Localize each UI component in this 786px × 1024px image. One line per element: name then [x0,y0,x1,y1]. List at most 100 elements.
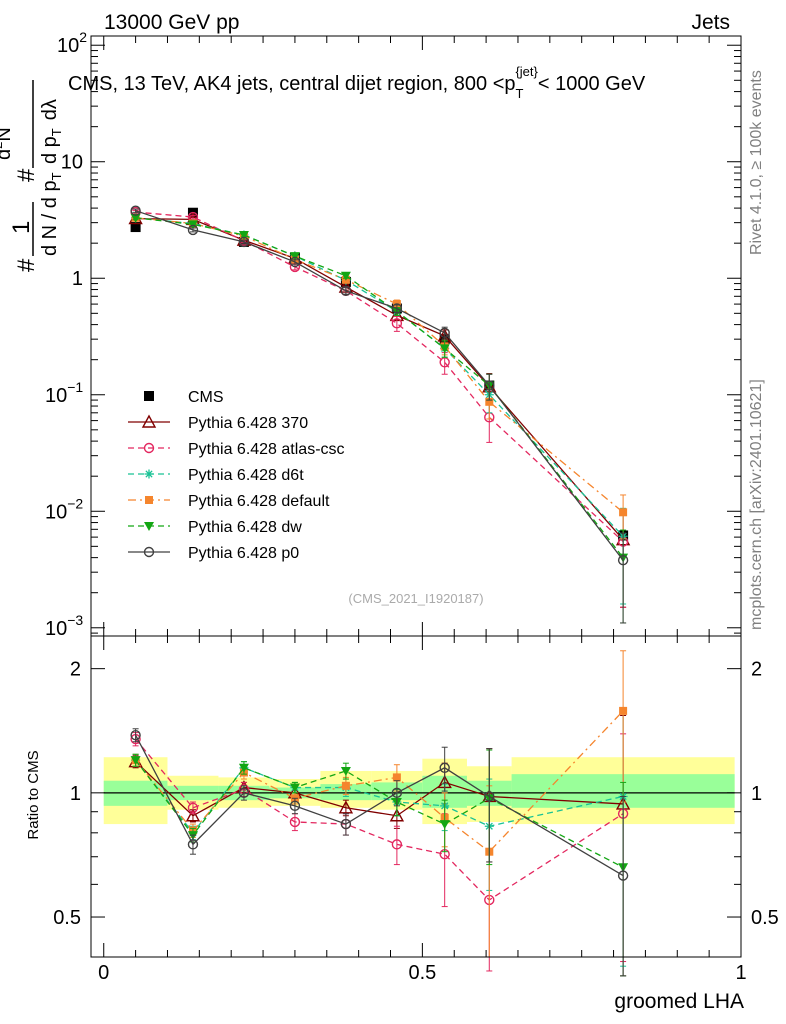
legend-marker-p0 [143,546,155,558]
legend-label: Pythia 6.428 dw [188,519,302,536]
ylabel-frac2-den: d pTdλ [39,99,64,164]
point-atlas [391,318,403,329]
y-tick-label: 10−1 [45,379,83,407]
series-line-d6t [135,217,624,537]
ratio-frame [90,635,742,958]
x-tick-label: 0.5 [408,962,436,984]
plot-title: CMS, 13 TeV, AK4 jets, central dijet reg… [68,64,646,101]
point-CMS [130,222,141,233]
ratio-point-dw [289,783,300,793]
ylabel-frac1-num: 1 [8,221,35,234]
ratio-point-p0 [391,787,403,799]
x-tick-label: 0 [98,962,109,984]
legend-marker-d6t [144,469,154,479]
legend: CMS Pythia 6.428 370 Pythia 6.428 atlas-cs… [128,389,345,562]
series-p0 [130,205,629,624]
ratio-point-p0 [289,800,301,812]
ratio-series-d6t [131,710,628,967]
ratio-point-p0 [340,818,352,830]
point-p0 [130,205,141,216]
ylabel-hash-1: # [13,258,40,272]
y-tick-label: 10−3 [45,612,83,640]
ratio-point-dw [238,763,249,773]
ratio-y-tick-label: 1 [70,783,81,805]
ratio-point-atlas [187,802,199,813]
series-default [131,213,628,540]
ylabel-frac2-num: d2N [0,127,15,160]
point-p0 [187,224,199,236]
header-left: 13000 GeV pp [104,11,239,34]
header-right: Jets [691,11,730,34]
legend-marker-dw [144,522,154,531]
x-axis-label: groomed LHA [614,990,744,1013]
y-tick-label: 1 [72,268,83,290]
ratio-point-p370 [185,808,201,822]
legend-label: CMS [188,389,224,406]
analysis-watermark: (CMS_2021_I1920187) [348,591,483,606]
ratio-point-p0 [484,791,495,802]
legend-entry-p0: Pythia 6.428 p0 [128,545,299,562]
legend-entry-CMS: CMS [144,389,224,406]
point-dw [238,231,249,241]
ratio-point-dw [439,820,450,830]
legend-label: Pythia 6.428 default [188,493,330,510]
ratio-y-tick-label-right: 1 [751,783,762,805]
legend-label: Pythia 6.428 p0 [188,545,299,562]
title-post: < 1000 GeV [538,73,646,95]
title-sup: {jet} [515,64,538,79]
ratio-point-p370 [338,800,354,814]
y-tick-label: 10 [61,152,83,174]
ratio-point-default [392,773,401,782]
point-dw [340,271,351,281]
ratio-point-p0 [617,870,629,881]
ratio-y-tick-label: 2 [70,659,81,681]
ratio-point-default [619,706,628,715]
legend-marker-CMS [144,391,154,401]
ratio-y-tick-label-right: 0.5 [751,907,779,929]
ratio-point-default [341,781,350,790]
ylabel-frac1-den: d N / d pT [39,172,64,256]
point-p0 [391,303,403,314]
legend-label: Pythia 6.428 d6t [188,467,304,484]
legend-label: Pythia 6.428 atlas-csc [188,441,345,458]
ratio-point-p0 [130,729,141,741]
ratio-line-dw [135,759,624,868]
x-tick-label: 1 [735,962,746,984]
ratio-series [128,650,631,977]
ratio-y-tick-label: 0.5 [53,907,81,929]
series-line-p370 [135,217,624,541]
y-tick-label: 10−2 [45,495,83,523]
point-p0 [340,285,352,297]
ratio-point-dw [340,766,351,776]
main-axes: 10−3 10−2 10−1 1 10 102 [45,29,742,640]
point-p0 [484,380,495,391]
ratio-point-p0 [187,839,199,850]
ratio-y-label: Ratio to CMS [25,750,42,839]
legend-entry-dw: Pythia 6.428 dw [128,519,302,536]
point-default [619,508,628,517]
title-sub: T [516,86,524,101]
point-dw [130,213,141,223]
point-p0 [238,236,250,248]
mcplots-label: mcplots.cern.ch [arXiv:2401.10621] [748,379,765,630]
legend-label: Pythia 6.428 370 [188,415,308,432]
point-atlas [439,357,450,368]
point-p0 [439,327,450,339]
ratio-point-dw [130,756,141,766]
legend-entry-default: Pythia 6.428 default [128,493,330,510]
series-CMS [130,207,629,541]
y-axis-label-text: #1d N / d pT#d2N#d pTdλ [0,80,64,272]
ylabel-hash-2: # [13,168,40,182]
ratio-point-atlas [391,839,403,850]
legend-marker-atlas [143,442,155,454]
legend-entry-atlas: Pythia 6.428 atlas-csc [128,441,345,458]
ratio-series-p370 [128,714,631,977]
legend-entry-p370: Pythia 6.428 370 [128,414,308,432]
y-axis-label: #1d N / d pT#d2N#d pTdλ [0,80,64,272]
title-pre: CMS, 13 TeV, AK4 jets, central dijet reg… [68,73,516,95]
ratio-point-p0 [439,762,450,774]
point-dw [439,344,450,354]
y-tick-label: 102 [57,29,87,57]
rivet-label: Rivet 4.1.0, ≥ 100k events [748,70,765,255]
